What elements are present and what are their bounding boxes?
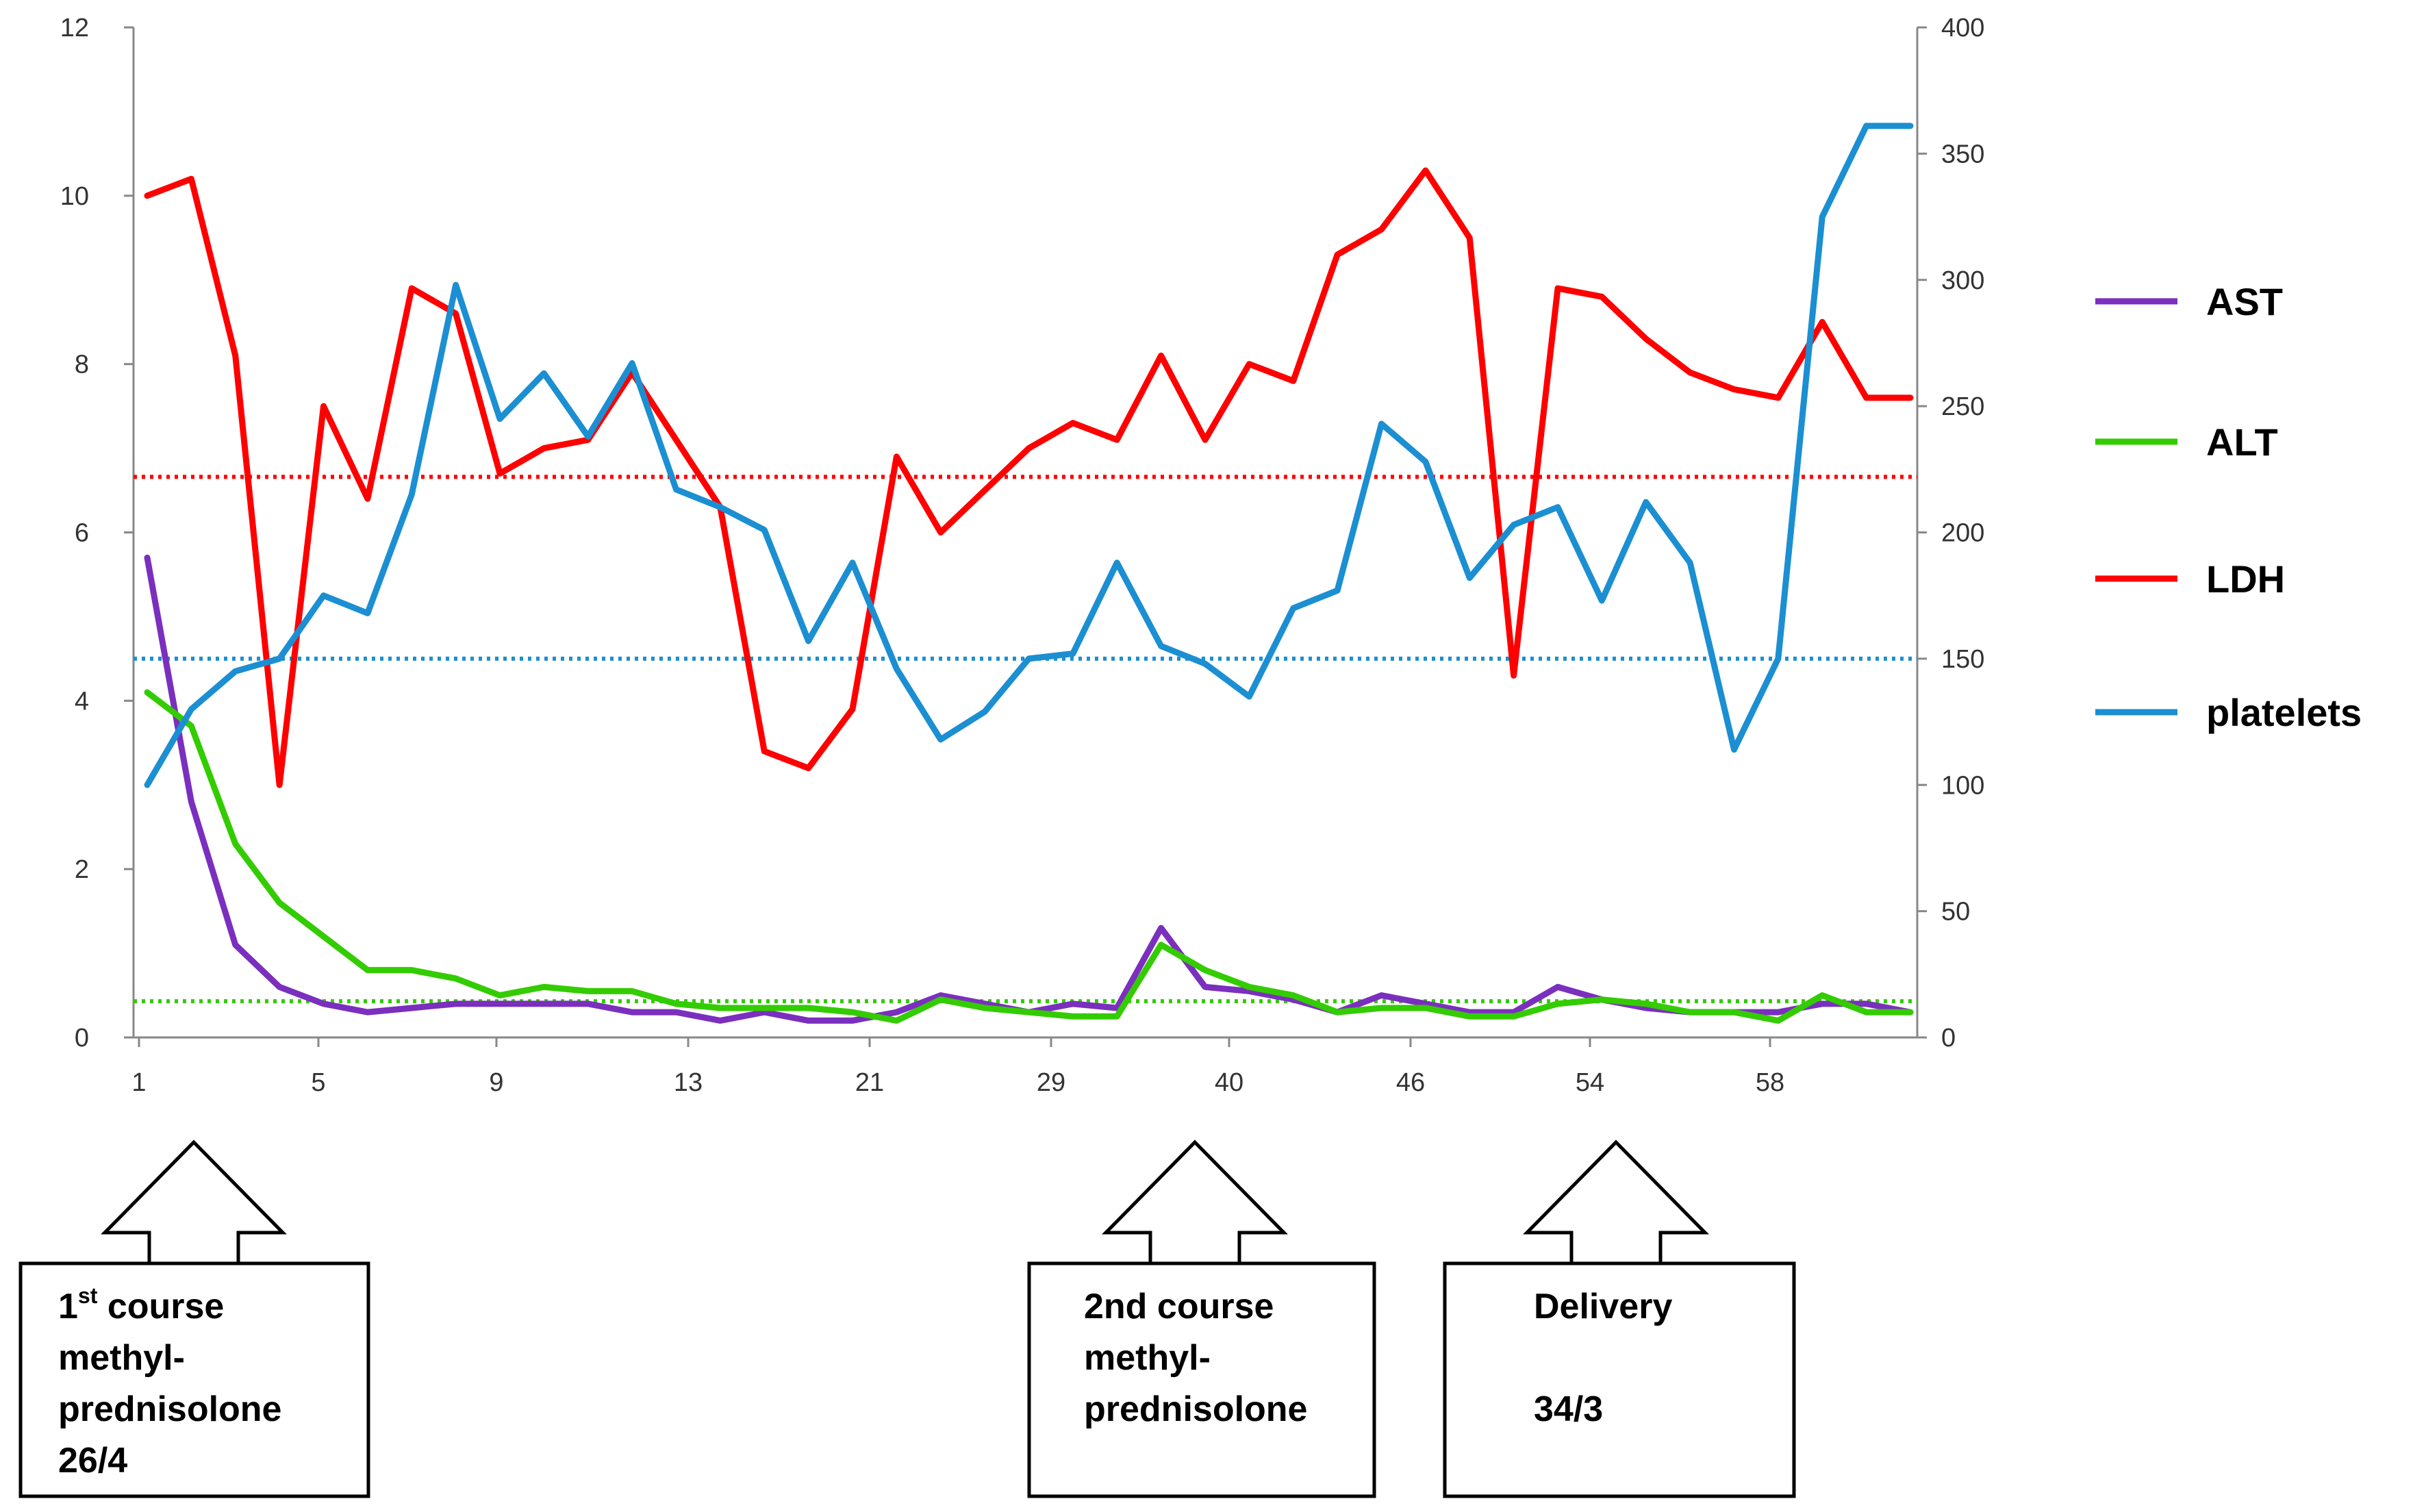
series-lines [144, 123, 1914, 1024]
x-tick-label: 13 [674, 1068, 703, 1097]
x-tick-label: 54 [1576, 1068, 1604, 1097]
x-tick-label: 46 [1396, 1068, 1425, 1097]
legend: AST ALT LDH platelets [2095, 280, 2362, 734]
y-right-tick-label: 250 [1941, 392, 1984, 421]
y-left-tick-label: 6 [75, 519, 89, 548]
callout-text-line: 34/3 [1534, 1389, 1603, 1429]
callout-text-line: methyl- [1084, 1338, 1211, 1378]
callout-text-line: prednisolone [58, 1389, 281, 1429]
callout-arrow [1102, 1139, 1288, 1265]
x-tick-label: 9 [489, 1068, 503, 1097]
y-left-tick-label: 2 [75, 855, 89, 884]
y-right-tick-label: 200 [1941, 519, 1984, 548]
y-left-tick-label: 12 [60, 14, 89, 42]
callout-text-line: 2nd course [1084, 1287, 1274, 1326]
callout-text-line: prednisolone [1084, 1389, 1307, 1429]
x-tick-label: 29 [1037, 1068, 1065, 1097]
legend-label: LDH [2206, 557, 2285, 601]
legend-label: AST [2206, 280, 2283, 323]
y-right-tick-label: 50 [1941, 898, 1970, 927]
y-left-tick-label: 10 [60, 182, 89, 211]
callout-box [18, 1261, 370, 1498]
y-left-tick-label: 4 [75, 687, 89, 716]
callouts: 1st course methyl-prednisolone 26/4 2nd cou… [18, 1139, 1796, 1498]
series-line-platelets [144, 123, 1914, 788]
callout-text-line: 1st course [58, 1283, 224, 1326]
x-tick-label: 5 [311, 1068, 325, 1097]
callout-text-line: Delivery [1534, 1287, 1672, 1326]
y-right-tick-label: 400 [1941, 14, 1984, 42]
legend-label: ALT [2206, 420, 2278, 464]
callout-text-line: methyl- [58, 1338, 185, 1378]
callout-arrow [101, 1139, 287, 1265]
series-line-ast [144, 554, 1914, 1024]
y-right-tick-label: 100 [1941, 771, 1984, 800]
y-right-tick-label: 0 [1941, 1024, 1956, 1053]
callout-box [1443, 1261, 1796, 1498]
callout-arrow [1523, 1139, 1709, 1265]
x-tick-label: 58 [1756, 1068, 1784, 1097]
y-left-tick-label: 8 [75, 351, 89, 379]
y-right-tick-label: 150 [1941, 645, 1984, 674]
series-line-alt [144, 689, 1914, 1024]
y-left-tick-label: 0 [75, 1024, 89, 1053]
y-right-tick-label: 350 [1941, 140, 1984, 168]
legend-label: platelets [2206, 691, 2362, 734]
x-tick-label: 1 [131, 1068, 146, 1097]
y-right-tick-label: 300 [1941, 266, 1984, 295]
callout-text-line: 26/4 [58, 1441, 127, 1480]
x-tick-label: 40 [1215, 1068, 1243, 1097]
series-line-ldh [144, 167, 1914, 788]
x-tick-label: 21 [855, 1068, 884, 1097]
reference-lines [134, 475, 1917, 1004]
callout-box [1027, 1261, 1376, 1498]
